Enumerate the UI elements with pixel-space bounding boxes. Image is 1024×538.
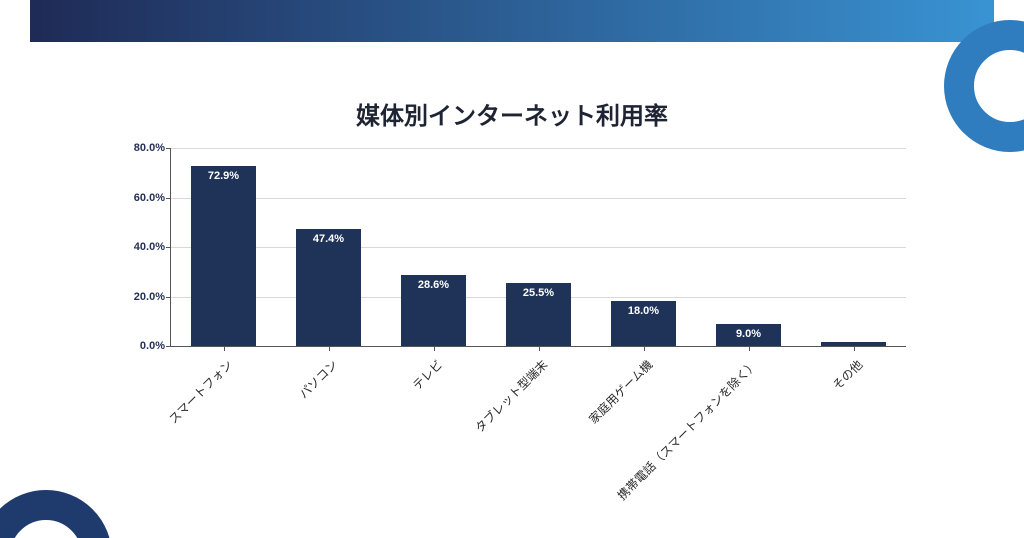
header-gradient-band [30, 0, 994, 42]
chart-ytick-label: 40.0% [134, 241, 165, 253]
chart-bar-slot: 18.0% [591, 148, 696, 346]
chart-xtick-mark [644, 346, 645, 351]
chart-bar: 25.5% [506, 283, 571, 346]
chart-bar: 72.9% [191, 166, 256, 346]
chart-bar-slot: 72.9% [171, 148, 276, 346]
chart-title: 媒体別インターネット利用率 [0, 96, 1024, 131]
chart-bar-value: 25.5% [506, 287, 571, 299]
chart-xtick-mark [854, 346, 855, 351]
chart-ytick-label: 80.0% [134, 142, 165, 154]
chart-xtick-mark [224, 346, 225, 351]
chart-bar-slot: 28.6% [381, 148, 486, 346]
chart-xtick-mark [539, 346, 540, 351]
chart-bar-slot: 25.5% [486, 148, 591, 346]
chart-bar: 47.4% [296, 229, 361, 346]
chart-bar-value: 28.6% [401, 279, 466, 291]
chart-bar: 9.0% [716, 324, 781, 346]
chart-ytick-label: 0.0% [140, 340, 165, 352]
chart-bar-value: 18.0% [611, 305, 676, 317]
bar-chart: 0.0%20.0%40.0%60.0%80.0%72.9%スマートフォン47.4… [170, 148, 905, 346]
chart-xtick-mark [434, 346, 435, 351]
chart-plot-area: 0.0%20.0%40.0%60.0%80.0%72.9%スマートフォン47.4… [170, 148, 906, 347]
chart-ytick-mark [166, 346, 171, 347]
chart-bar: 18.0% [611, 301, 676, 346]
chart-bar-value: 9.0% [716, 328, 781, 340]
chart-bar: 28.6% [401, 275, 466, 346]
chart-bar-slot: 1.6% [801, 148, 906, 346]
chart-bar-value: 72.9% [191, 170, 256, 182]
chart-bar-slot: 9.0% [696, 148, 801, 346]
chart-bar-slot: 47.4% [276, 148, 381, 346]
chart-ytick-label: 20.0% [134, 291, 165, 303]
chart-ytick-label: 60.0% [134, 192, 165, 204]
chart-bar-value: 47.4% [296, 233, 361, 245]
chart-xtick-mark [749, 346, 750, 351]
chart-xtick-mark [329, 346, 330, 351]
